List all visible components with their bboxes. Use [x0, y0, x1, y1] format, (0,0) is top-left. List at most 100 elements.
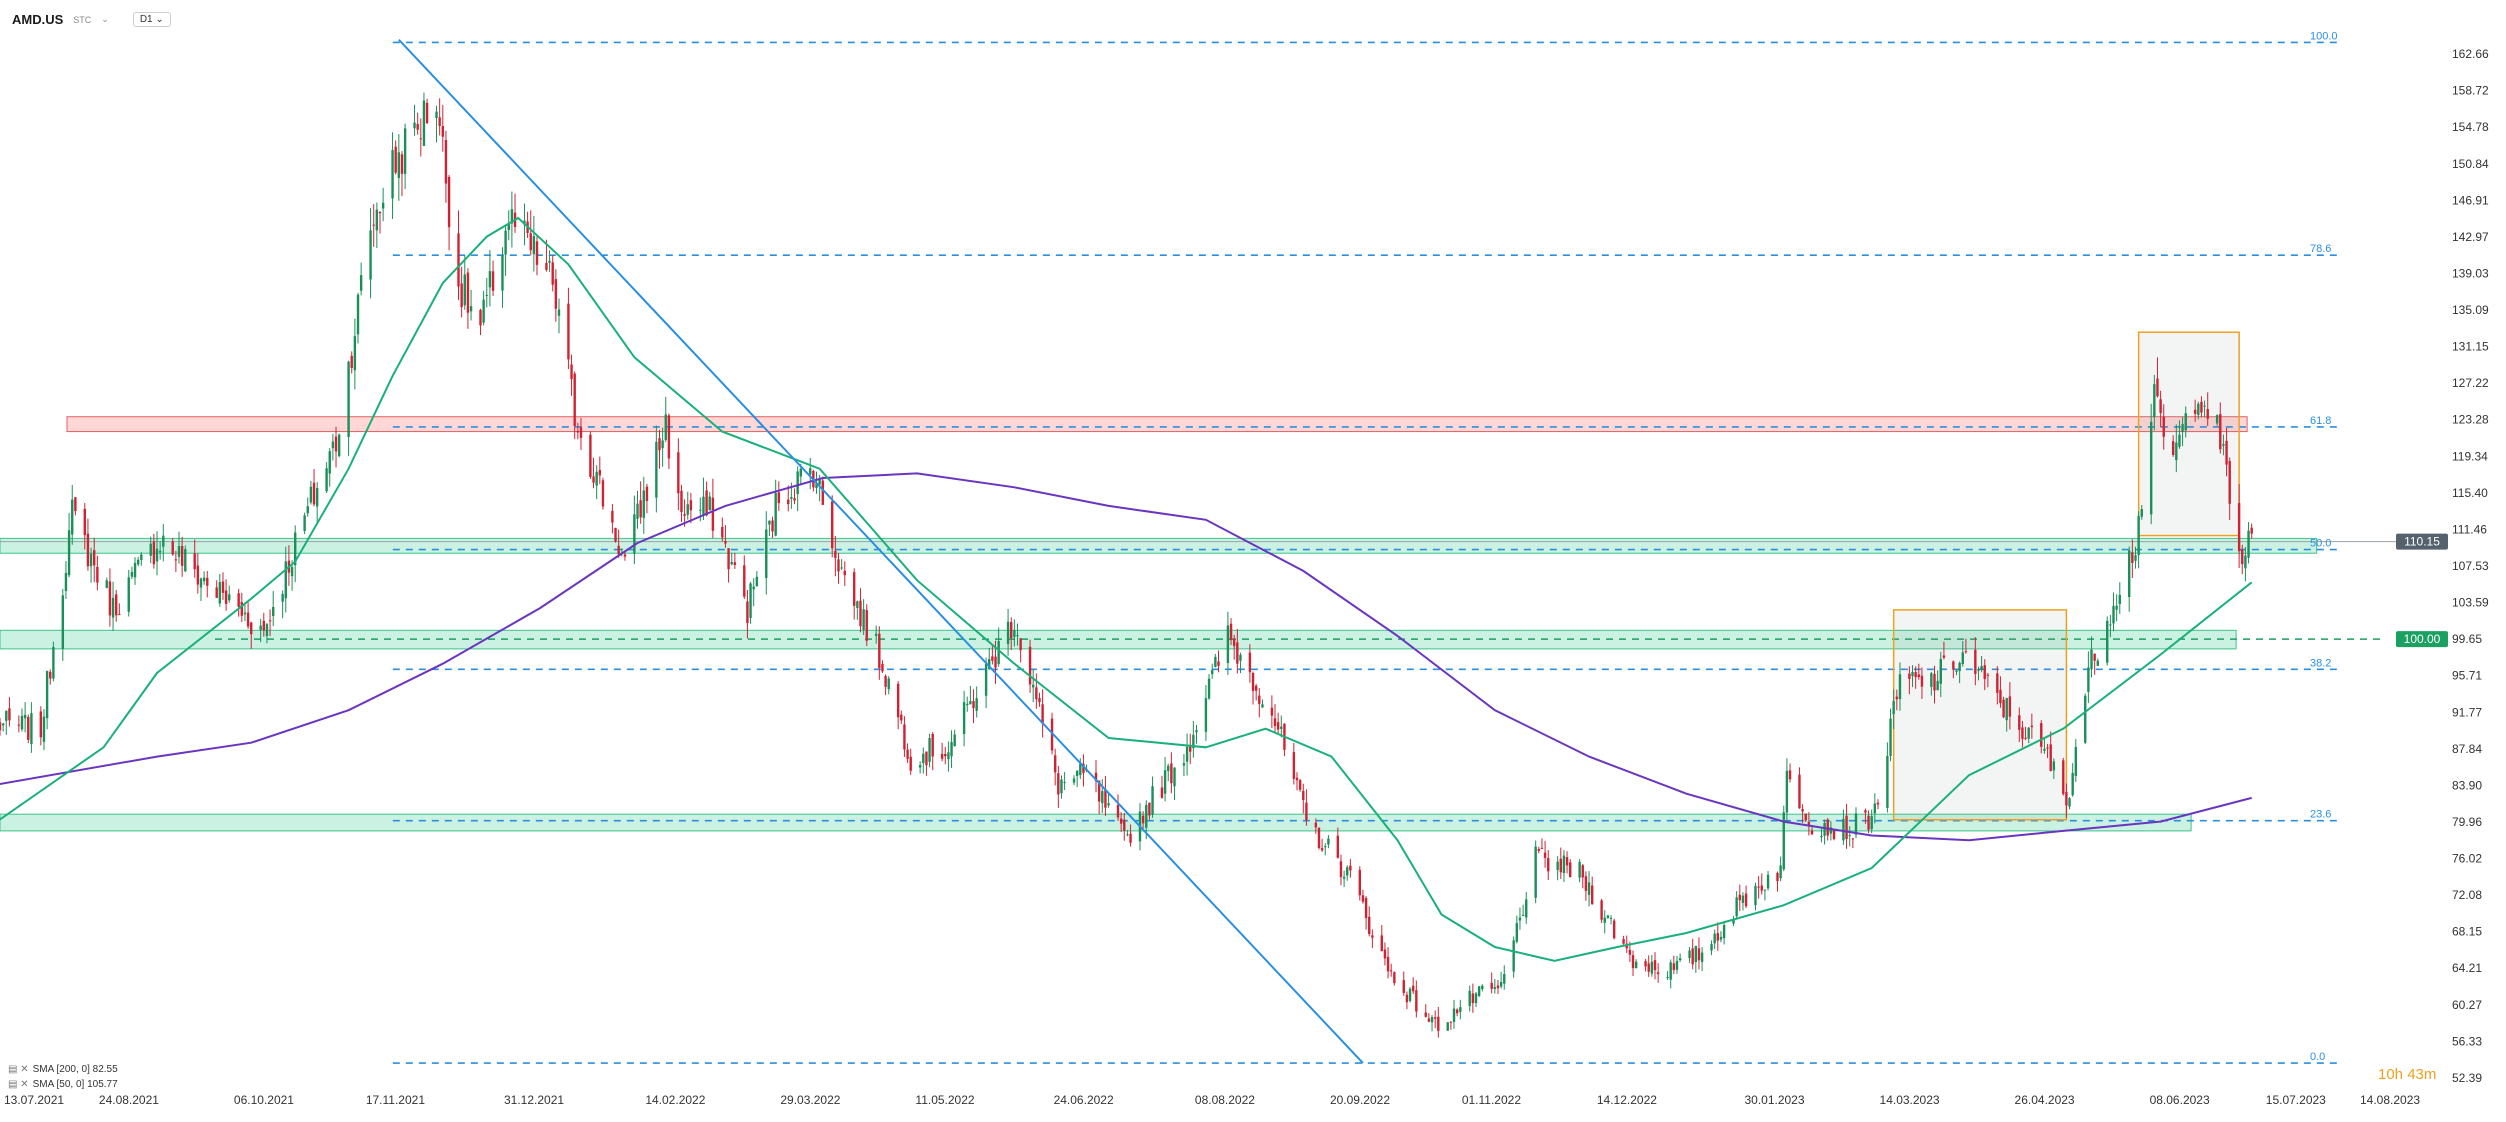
symbol-caret-icon[interactable]: ⌄ — [101, 14, 109, 24]
candle-body — [1964, 651, 1968, 653]
x-tick-label: 31.12.2021 — [504, 1093, 564, 1107]
candle-body — [1666, 976, 1669, 978]
candle-body — [743, 565, 746, 597]
legend-sma200[interactable]: ▤ ✕ SMA [200, 0] 82.55 — [8, 1062, 118, 1077]
candle-body — [284, 561, 287, 599]
candle-body — [1251, 672, 1255, 691]
timeframe-label: D1 — [139, 14, 153, 25]
candle-body — [1072, 778, 1076, 783]
candle-body — [1590, 885, 1594, 905]
candle-body — [1270, 707, 1274, 716]
candle-body — [947, 752, 950, 760]
candle-body — [2181, 424, 2184, 432]
y-tick-label: 162.66 — [2452, 47, 2489, 61]
candle-body — [2005, 698, 2008, 721]
candle-body — [1930, 673, 1933, 687]
candle-body — [1173, 767, 1176, 787]
candle-body — [683, 514, 686, 516]
candle-body — [45, 670, 49, 719]
candle-body — [2237, 503, 2241, 552]
candle-body — [2222, 444, 2225, 446]
candle-body — [1477, 986, 1481, 996]
candle-body — [2074, 747, 2078, 776]
candle-body — [1402, 980, 1405, 993]
y-tick-label: 135.09 — [2452, 303, 2489, 317]
candle-body — [708, 496, 711, 511]
candle-body — [1760, 885, 1763, 891]
candle-body — [1804, 813, 1807, 821]
candle-body — [1104, 789, 1107, 808]
y-tick-label: 115.40 — [2452, 486, 2488, 500]
candle-body — [611, 510, 614, 523]
x-tick-label: 13.07.2021 — [4, 1093, 64, 1107]
candle-body — [1920, 675, 1924, 687]
candle-body — [856, 601, 859, 608]
candle-body — [633, 514, 636, 554]
candles-group — [0, 92, 2253, 1038]
candle-body — [579, 427, 583, 438]
candle-body — [570, 364, 573, 380]
candle-body — [1537, 848, 1541, 851]
candle-body — [2087, 667, 2090, 692]
candle-body — [1722, 925, 1726, 939]
y-tick-label: 146.91 — [2452, 193, 2489, 207]
candle-body — [400, 154, 404, 174]
candle-body — [438, 117, 441, 127]
candle-body — [1547, 858, 1550, 872]
candle-body — [1543, 852, 1547, 858]
x-tick-label: 26.04.2023 — [2015, 1093, 2075, 1107]
candle-body — [394, 146, 397, 173]
candle-body — [2137, 516, 2140, 556]
candle-body — [444, 140, 448, 184]
candle-body — [2049, 744, 2052, 772]
candle-body — [1983, 665, 1986, 680]
candle-body — [617, 545, 620, 555]
candle-body — [1697, 948, 1701, 961]
candle-body — [1368, 916, 1371, 935]
candle-body — [1430, 1017, 1434, 1023]
candle-body — [334, 436, 338, 452]
symbol-label[interactable]: AMD.US — [12, 12, 64, 27]
candle-body — [529, 233, 532, 251]
candle-body — [1911, 672, 1914, 677]
candle-body — [1754, 885, 1757, 906]
candle-body — [1716, 933, 1720, 941]
candle-body — [1163, 770, 1167, 794]
candle-body — [1933, 673, 1936, 691]
candle-body — [39, 711, 43, 738]
candle-body — [1411, 985, 1415, 992]
legend-sma50[interactable]: ▤ ✕ SMA [50, 0] 105.77 — [8, 1077, 118, 1092]
candle-body — [2112, 605, 2115, 624]
candle-body — [96, 566, 99, 583]
candle-body — [422, 100, 426, 146]
candle-body — [1870, 816, 1873, 830]
candle-body — [136, 559, 140, 565]
candle-body — [1010, 621, 1013, 639]
candle-body — [49, 671, 52, 679]
resistance-zone — [66, 416, 2248, 433]
candle-body — [2200, 401, 2203, 413]
candle-body — [1204, 698, 1208, 732]
timeframe-select[interactable]: D1 ⌄ — [132, 12, 171, 27]
candle-body — [447, 177, 451, 228]
candle-body — [1226, 625, 1230, 663]
y-tick-label: 99.65 — [2452, 632, 2482, 646]
candle-body — [1035, 687, 1038, 700]
candle-body — [1239, 654, 1242, 661]
candle-body — [733, 562, 737, 566]
candle-body — [2244, 555, 2247, 569]
candle-body — [1832, 830, 1836, 839]
candle-body — [1314, 822, 1318, 828]
candle-body — [1810, 830, 1814, 835]
candle-body — [1914, 671, 1917, 678]
indicator-settings-icon[interactable]: ▤ ✕ — [8, 1064, 29, 1075]
candle-body — [221, 581, 225, 593]
candle-body — [598, 470, 602, 476]
timeframe-chevron-icon: ⌄ — [155, 14, 164, 25]
chart-header: AMD.US STC ⌄ D1 ⌄ — [12, 12, 171, 27]
candle-body — [573, 373, 576, 426]
candle-body — [984, 663, 988, 696]
indicator-settings-icon[interactable]: ▤ ✕ — [8, 1079, 29, 1090]
